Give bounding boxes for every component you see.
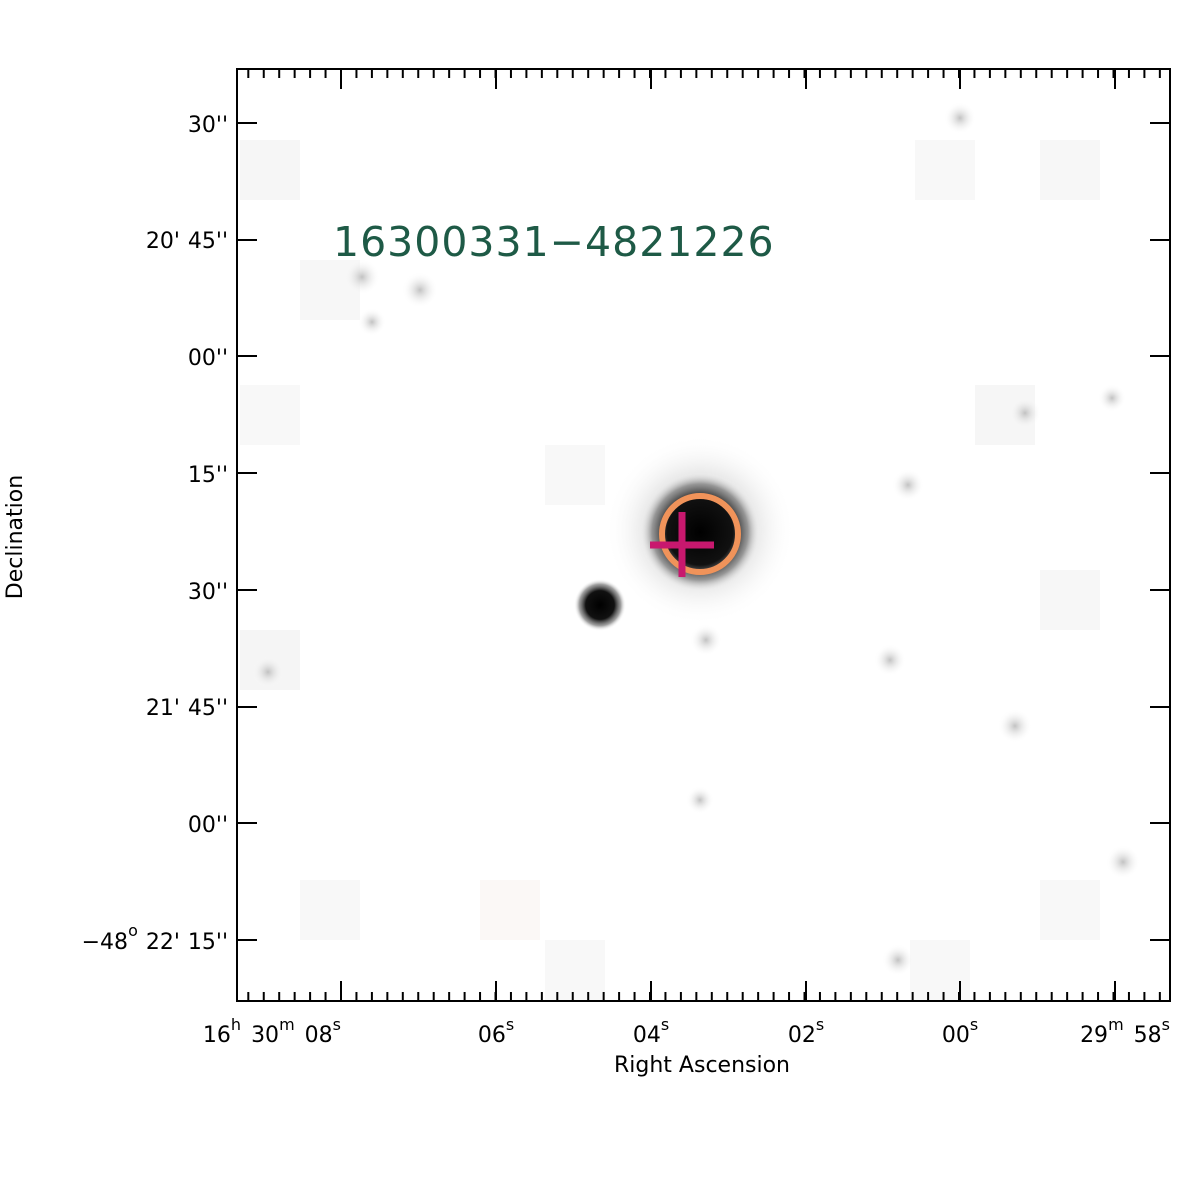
ra-tick-label: 00s <box>942 1015 978 1048</box>
plot-frame <box>236 68 1171 1002</box>
ra-tick-label: 16h 30m 08s <box>203 1015 341 1048</box>
source-cross-marker <box>650 512 714 577</box>
source-name-label: 16300331−4821226 <box>333 218 775 266</box>
faint-star <box>892 469 924 501</box>
x-axis-title: Right Ascension <box>614 1053 790 1078</box>
star-field <box>240 102 1140 1000</box>
secondary-star <box>574 579 626 631</box>
dec-tick-label: 30'' <box>188 580 228 605</box>
faint-star <box>252 656 284 688</box>
dec-tick-label: 30'' <box>188 113 228 138</box>
ra-tick-label: 29m 58s <box>1080 1015 1170 1048</box>
dec-tick-label: 21' 45'' <box>146 696 228 721</box>
faint-star <box>690 624 722 656</box>
faint-star <box>1098 384 1126 412</box>
source-circle-marker <box>659 493 741 575</box>
dec-tick-label: −48o 22' 15'' <box>82 921 228 955</box>
dec-tick-label: 15'' <box>188 463 228 488</box>
y-axis-title: Declination <box>3 475 28 599</box>
dec-tick-label: 00'' <box>188 346 228 371</box>
faint-star <box>686 786 714 814</box>
ra-tick-labels: 16h 30m 08s 06s 04s 02s 00s 29m 58s <box>203 1015 1170 1048</box>
faint-star <box>1009 397 1041 429</box>
faint-star <box>882 944 914 976</box>
faint-star <box>874 644 906 676</box>
dec-tick-label: 20' 45'' <box>146 229 228 254</box>
faint-star <box>1106 845 1140 879</box>
target-star <box>640 472 760 592</box>
ra-tick-label: 02s <box>788 1015 824 1048</box>
ra-tick-label: 04s <box>633 1015 669 1048</box>
faint-star <box>998 709 1032 743</box>
dec-tick-label: 00'' <box>188 813 228 838</box>
axis-ticks <box>237 69 1170 1001</box>
faint-star <box>944 102 976 134</box>
faint-star <box>402 272 438 308</box>
faint-star <box>344 259 380 295</box>
ra-tick-label: 06s <box>478 1015 514 1048</box>
dec-tick-labels: 30'' 20' 45'' 00'' 15'' 30'' 21' 45'' 00''… <box>82 113 228 955</box>
faint-star <box>358 308 386 336</box>
